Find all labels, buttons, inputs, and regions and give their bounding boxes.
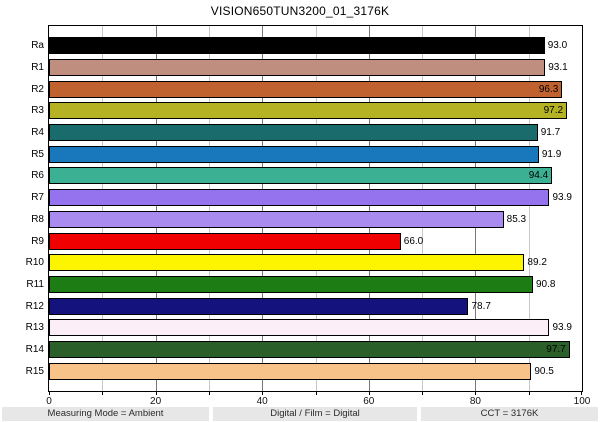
x-axis-tick-100 (581, 391, 582, 395)
bar-r11 (49, 275, 533, 293)
gridline-30 (208, 26, 210, 391)
x-axis-tick-90 (528, 391, 530, 395)
x-axis-tick-label-20: 20 (150, 396, 162, 407)
value-label-r12: 78.7 (471, 300, 491, 312)
bar-r12 (49, 297, 469, 315)
value-label-r13: 93.9 (552, 322, 572, 334)
category-label-r15: R15 (25, 365, 44, 377)
bar-r13 (49, 319, 550, 337)
bar-r3 (49, 102, 568, 120)
value-label-ra: 93.0 (547, 40, 568, 52)
category-label-r13: R13 (25, 322, 44, 334)
gridline-90 (528, 26, 530, 391)
category-label-r2: R2 (31, 83, 44, 95)
value-label-r6: 94.4 (528, 170, 549, 182)
measuring-mode-status: Measuring Mode = Ambient (2, 407, 209, 421)
category-label-r8: R8 (31, 213, 44, 225)
category-label-r3: R3 (31, 105, 44, 117)
cct-status: CCT = 3176K (421, 407, 598, 421)
bar-r8 (49, 210, 504, 228)
value-label-r15: 90.5 (534, 365, 554, 377)
bar-r7 (49, 189, 550, 207)
category-label-r5: R5 (31, 148, 44, 160)
category-label-r12: R12 (25, 300, 44, 312)
gridline-40 (262, 26, 264, 391)
x-axis-tick-30 (208, 391, 210, 395)
x-axis-tick-70 (422, 391, 424, 395)
gridline-50 (315, 26, 317, 391)
gridline-20 (155, 26, 157, 391)
bar-r6 (49, 167, 553, 185)
x-axis-tick-label-100: 100 (573, 396, 591, 407)
cri-bar-chart-plot-area: Ra 93.0 R1 93.1 R2 96.3 R3 97.2 R4 91.7 R5 91.9 R6 94… (26, 25, 590, 407)
value-label-r2: 96.3 (538, 83, 559, 95)
gridline-10 (102, 26, 104, 391)
x-axis-tick-label-0: 0 (46, 396, 52, 407)
x-axis-tick-label-80: 80 (469, 396, 481, 407)
gridline-60 (368, 26, 370, 391)
bar-r5 (49, 145, 539, 163)
x-axis-tick-0 (49, 391, 50, 395)
digital-film-status: Digital / Film = Digital (213, 407, 417, 421)
category-label-r9: R9 (31, 235, 44, 247)
category-label-r11: R11 (26, 278, 44, 290)
category-label-r6: R6 (31, 170, 44, 182)
gridline-80 (475, 26, 477, 391)
category-label-r4: R4 (31, 127, 44, 139)
status-footer: Measuring Mode = Ambient Digital / Film … (2, 407, 598, 421)
x-axis-tick-label-40: 40 (256, 396, 268, 407)
bar-r10 (49, 254, 525, 272)
category-label-r1: R1 (31, 62, 44, 74)
value-label-r5: 91.9 (541, 148, 562, 160)
value-label-r9: 66.0 (403, 235, 424, 247)
bar-ra (49, 37, 545, 55)
bar-r1 (49, 59, 546, 77)
category-label-ra: Ra (31, 40, 44, 52)
x-axis-tick-40 (262, 391, 264, 395)
value-label-r10: 89.2 (527, 257, 547, 269)
value-label-r1: 93.1 (548, 62, 568, 74)
gridline-70 (422, 26, 424, 391)
value-label-r3: 97.2 (543, 105, 564, 117)
bar-r9 (49, 232, 401, 250)
chart-title: VISION650TUN3200_01_3176K (210, 4, 390, 18)
category-label-r14: R14 (25, 343, 44, 355)
value-label-r7: 93.9 (552, 192, 572, 204)
x-axis-tick-50 (315, 391, 317, 395)
x-axis-tick-label-60: 60 (363, 396, 375, 407)
value-label-r4: 91.7 (540, 127, 561, 139)
bar-r2 (49, 80, 563, 98)
bar-r14 (49, 340, 570, 358)
category-label-r10: R10 (25, 257, 44, 269)
x-axis-tick-80 (475, 391, 477, 395)
value-label-r11: 90.8 (535, 278, 556, 290)
bar-r15 (49, 362, 532, 380)
value-label-r14: 97.7 (546, 343, 566, 355)
value-label-r8: 85.3 (506, 213, 527, 225)
bar-r4 (49, 124, 538, 142)
category-label-r7: R7 (31, 192, 44, 204)
x-axis-tick-10 (102, 391, 104, 395)
x-axis-tick-20 (155, 391, 157, 395)
x-axis-tick-60 (368, 391, 370, 395)
